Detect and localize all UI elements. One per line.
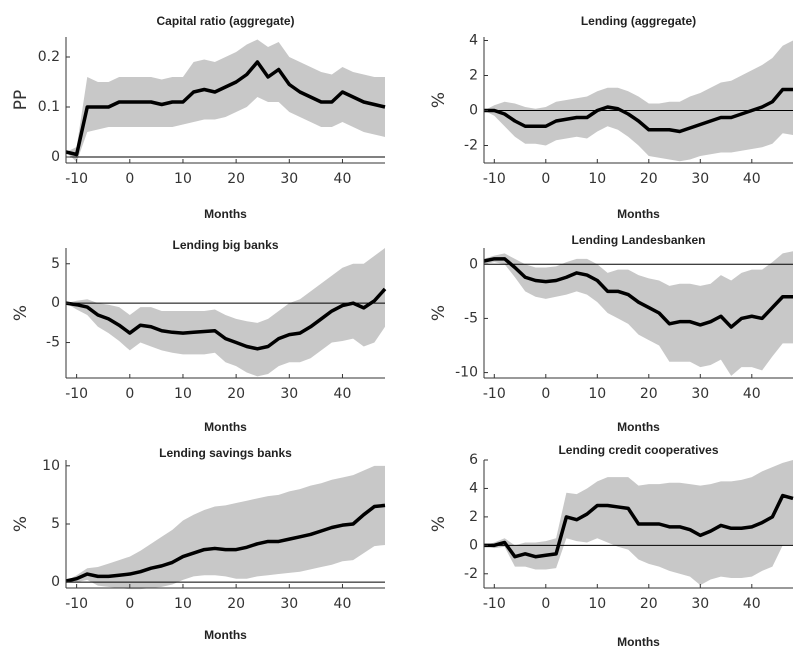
panel-title: Lending credit cooperatives (558, 443, 718, 457)
y-axis-label: % (11, 516, 31, 532)
x-tick-label: 0 (541, 386, 550, 402)
x-tick-label: 0 (125, 171, 134, 187)
y-tick-label: 0 (51, 574, 60, 590)
y-tick-label: 5 (51, 256, 60, 272)
x-tick-label: 20 (640, 596, 658, 612)
x-tick-label: -10 (483, 171, 506, 187)
y-axis-label: % (11, 305, 31, 321)
x-tick-label: 20 (227, 171, 245, 187)
response-line (65, 503, 386, 583)
y-tick-label: -10 (455, 365, 478, 381)
x-axis-label: Months (617, 635, 660, 648)
x-tick-label: 0 (541, 171, 550, 187)
x-tick-label: -10 (65, 171, 88, 187)
y-tick-label: 2 (469, 68, 478, 84)
x-tick-label: 30 (691, 171, 709, 187)
y-tick-label: 4 (469, 480, 478, 496)
y-axis-label: PP (11, 90, 31, 111)
x-tick-label: 30 (280, 171, 298, 187)
x-tick-label: -10 (65, 596, 88, 612)
y-tick-label: 0 (51, 149, 60, 165)
y-tick-label: 0.1 (38, 99, 60, 115)
response-line (484, 87, 793, 134)
x-tick-label: 40 (334, 171, 352, 187)
x-tick-label: 30 (691, 386, 709, 402)
x-tick-label: -10 (483, 596, 506, 612)
x-tick-label: 40 (743, 171, 761, 187)
x-tick-label: 40 (743, 386, 761, 402)
y-axis-label: % (429, 92, 449, 108)
response-line (65, 287, 387, 351)
x-tick-label: 10 (174, 386, 192, 402)
y-tick-label: 0 (469, 256, 478, 272)
x-axis-label: Months (204, 420, 247, 434)
y-tick-label: -5 (464, 310, 478, 326)
x-tick-label: 20 (227, 596, 245, 612)
x-tick-label: 20 (640, 386, 658, 402)
x-tick-label: 10 (588, 171, 606, 187)
x-tick-label: 0 (541, 596, 550, 612)
x-tick-label: -10 (65, 386, 88, 402)
confidence-band (66, 39, 385, 162)
x-tick-label: 30 (280, 596, 298, 612)
x-tick-label: 30 (691, 596, 709, 612)
x-tick-label: 30 (280, 386, 298, 402)
confidence-band (484, 40, 793, 162)
panel-title: Lending savings banks (159, 446, 292, 460)
y-tick-label: 0.2 (38, 49, 60, 65)
x-tick-label: 0 (125, 386, 134, 402)
y-axis-label: % (429, 516, 449, 532)
response-line (65, 60, 386, 157)
y-tick-label: 4 (469, 33, 478, 49)
x-tick-label: 40 (334, 596, 352, 612)
y-tick-label: 5 (51, 516, 60, 532)
x-tick-label: 10 (588, 596, 606, 612)
x-tick-label: 20 (227, 386, 245, 402)
y-tick-label: 0 (469, 103, 478, 119)
y-tick-label: 0 (51, 295, 60, 311)
panel-title: Lending Landesbanken (571, 233, 705, 247)
confidence-band (66, 465, 385, 590)
confidence-band (484, 251, 793, 376)
x-axis-label: Months (617, 207, 660, 221)
y-tick-label: -2 (464, 138, 478, 154)
y-tick-label: 0 (469, 537, 478, 553)
y-tick-label: 2 (469, 509, 478, 525)
x-tick-label: 10 (174, 171, 192, 187)
x-tick-label: 10 (174, 596, 192, 612)
response-line (484, 493, 794, 559)
x-tick-label: 0 (125, 596, 134, 612)
response-line (483, 257, 793, 329)
panel-title: Capital ratio (aggregate) (156, 14, 294, 28)
panel-title: Lending (aggregate) (581, 14, 696, 28)
x-axis-label: Months (617, 420, 660, 434)
y-axis-label: % (429, 305, 449, 321)
x-tick-label: 20 (640, 171, 658, 187)
y-tick-label: -5 (46, 335, 60, 351)
x-axis-label: Months (204, 207, 247, 221)
x-axis-label: Months (204, 628, 247, 642)
x-tick-label: 10 (588, 386, 606, 402)
y-tick-label: 10 (42, 458, 60, 474)
x-tick-label: 40 (334, 386, 352, 402)
x-tick-label: 40 (743, 596, 761, 612)
y-tick-label: -2 (464, 566, 478, 582)
confidence-band (66, 248, 385, 377)
x-tick-label: -10 (483, 386, 506, 402)
y-tick-label: 6 (469, 452, 478, 468)
panel-title: Lending big banks (172, 238, 278, 252)
